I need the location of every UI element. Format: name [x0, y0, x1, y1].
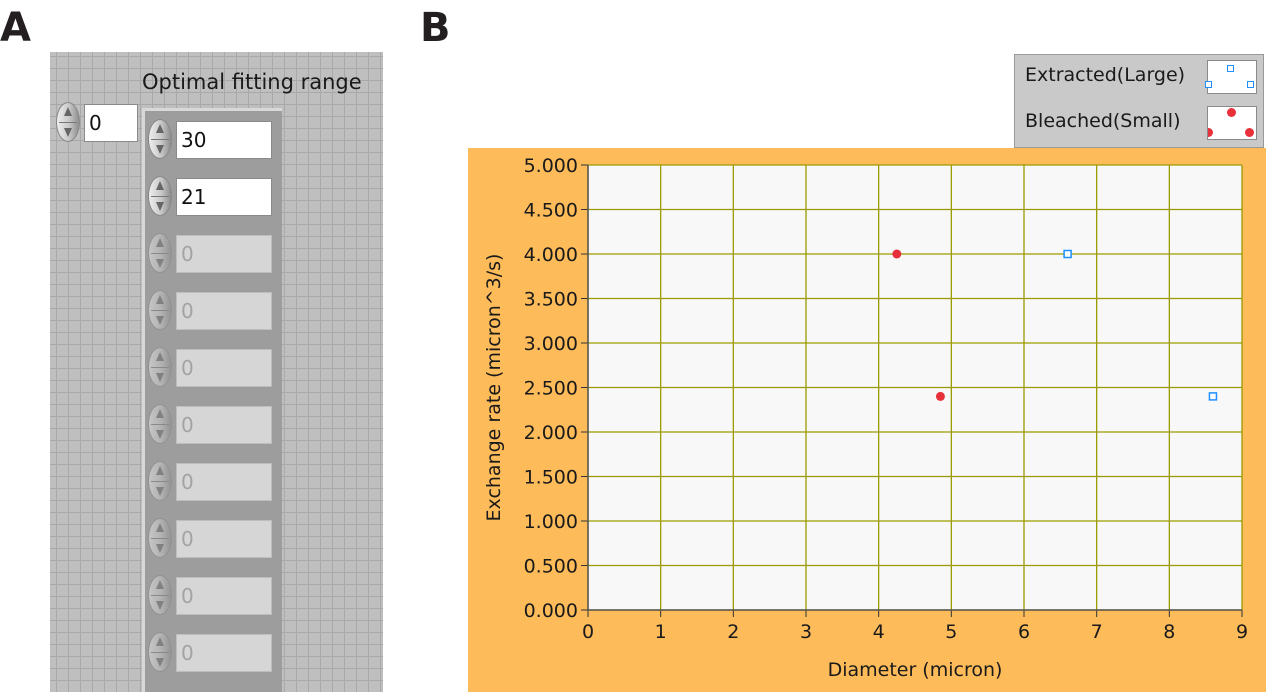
element-spinner-arrows-icon — [148, 404, 172, 444]
x-tick-label: 6 — [1018, 621, 1030, 643]
element-spinner-arrows-icon — [148, 575, 172, 615]
y-tick-label: 3.000 — [524, 333, 578, 355]
scatter-plot-svg: 0 1 2 3 4 5 6 7 8 9 0.000 0.500 1.000 1.500 2.000 2.500… — [483, 155, 1248, 681]
data-point-bleached — [935, 391, 945, 401]
x-tick-label: 0 — [582, 621, 594, 643]
x-tick-label: 5 — [945, 621, 957, 643]
panel-a-letter: A — [0, 5, 31, 51]
array-control-panel: Optimal fitting range 0 30 21 0 0 0 0 0 0 0 0 — [50, 52, 383, 692]
legend-item-extracted[interactable]: Extracted(Large) — [1015, 55, 1263, 101]
element-value-input: 0 — [176, 577, 272, 615]
element-spinner-arrows-icon — [148, 632, 172, 672]
x-tick-label: 2 — [727, 621, 739, 643]
element-value-input: 0 — [176, 292, 272, 330]
array-index-control[interactable]: 0 — [56, 98, 138, 156]
x-axis-label: Diameter (micron) — [828, 659, 1003, 681]
element-spinner-arrows-icon — [148, 461, 172, 501]
x-tick-label: 4 — [873, 621, 885, 643]
y-tick-label: 2.500 — [524, 378, 578, 400]
element-value-input: 0 — [176, 235, 272, 273]
x-tick-label: 3 — [800, 621, 812, 643]
panel-b-letter: B — [420, 5, 451, 51]
index-input[interactable]: 0 — [84, 104, 138, 142]
element-value-input[interactable]: 30 — [176, 121, 272, 159]
element-spinner-arrows-icon[interactable] — [148, 119, 172, 159]
element-spinner-arrows-icon — [148, 233, 172, 273]
y-tick-label: 1.500 — [524, 467, 578, 489]
y-tick-label: 5.000 — [524, 155, 578, 177]
y-tick-label: 0.500 — [524, 556, 578, 578]
element-spinner-arrows-icon[interactable] — [148, 176, 172, 216]
open-square-marker-icon[interactable] — [1205, 60, 1257, 94]
element-value-input: 0 — [176, 349, 272, 387]
legend-label-bleached: Bleached(Small) — [1025, 110, 1181, 132]
element-spinner-arrows-icon — [148, 290, 172, 330]
index-spinner-arrows-icon[interactable] — [56, 102, 80, 142]
element-spinner-arrows-icon — [148, 518, 172, 558]
plot-legend[interactable]: Extracted(Large) Bleached(Small) — [1014, 54, 1264, 148]
element-value-input: 0 — [176, 463, 272, 501]
data-point-extracted — [1063, 249, 1072, 259]
data-point-bleached — [892, 249, 902, 259]
element-value-input[interactable]: 21 — [176, 178, 272, 216]
y-tick-label: 1.000 — [524, 511, 578, 533]
y-tick-label: 4.000 — [524, 244, 578, 266]
element-value-input: 0 — [176, 520, 272, 558]
x-tick-label: 8 — [1163, 621, 1175, 643]
legend-item-bleached[interactable]: Bleached(Small) — [1015, 101, 1263, 147]
x-tick-label: 7 — [1091, 621, 1103, 643]
y-axis-label: Exchange rate (micron^3/s) — [483, 254, 505, 522]
data-point-extracted — [1208, 392, 1218, 401]
element-spinner-arrows-icon — [148, 347, 172, 387]
y-tick-label: 0.000 — [524, 600, 578, 622]
filled-circle-marker-icon[interactable] — [1207, 106, 1257, 140]
element-value-input: 0 — [176, 634, 272, 672]
x-tick-label: 9 — [1236, 621, 1248, 643]
range-label: Optimal fitting range — [142, 70, 362, 94]
legend-label-extracted: Extracted(Large) — [1025, 64, 1186, 86]
y-tick-label: 4.500 — [524, 200, 578, 222]
y-tick-label: 3.500 — [524, 289, 578, 311]
scatter-chart: 0 1 2 3 4 5 6 7 8 9 0.000 0.500 1.000 1.500 2.000 2.500… — [468, 148, 1266, 692]
y-tick-label: 2.000 — [524, 422, 578, 444]
x-tick-label: 1 — [655, 621, 667, 643]
element-value-input: 0 — [176, 406, 272, 444]
